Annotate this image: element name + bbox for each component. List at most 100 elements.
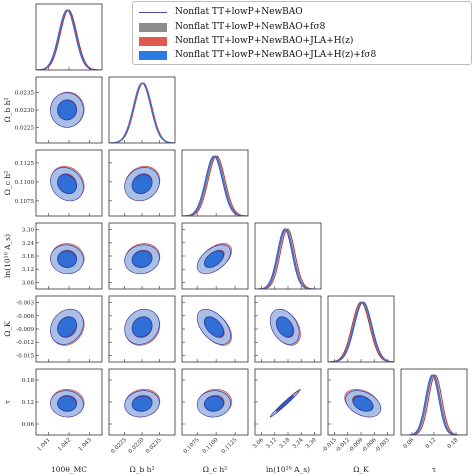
y-tick-label: 0.1100 bbox=[15, 180, 35, 186]
contour-line-outer bbox=[196, 390, 231, 418]
y-tick-label: 3.30 bbox=[22, 228, 35, 234]
y-tick-label: 3.06 bbox=[22, 280, 35, 286]
contour-line-inner bbox=[203, 250, 224, 269]
panel-2-1 bbox=[108, 149, 176, 217]
marginal-curve-1 bbox=[255, 228, 321, 289]
panel-frame bbox=[400, 368, 468, 436]
y-tick-label: -0.003 bbox=[16, 301, 34, 307]
marginal-curve-1 bbox=[182, 155, 248, 216]
panel-3-0 bbox=[35, 222, 103, 290]
legend: Nonflat TT+lowP+NewBAO Nonflat TT+lowP+N… bbox=[132, 1, 472, 65]
x-tick-label: 0.0235 bbox=[145, 437, 163, 455]
contour-line-outer bbox=[124, 390, 160, 418]
panel-1-0 bbox=[35, 76, 103, 144]
marginal-curve-0 bbox=[182, 155, 248, 216]
y-tick-label: 0.0230 bbox=[15, 108, 35, 114]
contour-line-outer bbox=[50, 308, 84, 345]
y-tick-label: 0.18 bbox=[22, 378, 35, 384]
panel-4-1 bbox=[108, 295, 176, 363]
marginal-curve-3 bbox=[182, 155, 248, 216]
x-tick-label: 0.1100 bbox=[202, 437, 220, 455]
marginal-curve-0 bbox=[255, 228, 321, 289]
panel-frame bbox=[181, 149, 249, 217]
panel-4-2 bbox=[181, 295, 249, 363]
marginal-curve-2 bbox=[328, 301, 394, 362]
contour-line-outer bbox=[124, 308, 160, 345]
y-tick-label: -0.015 bbox=[16, 353, 34, 359]
legend-swatch-blue bbox=[139, 50, 167, 60]
panel-5-3 bbox=[254, 368, 322, 436]
marginal-curve-2 bbox=[255, 228, 321, 289]
y-axis-label: ln(10¹⁰ A_s) bbox=[3, 234, 12, 278]
y-tick-label: 0.1075 bbox=[15, 199, 35, 205]
x-tick-label: 3.30 bbox=[305, 437, 318, 450]
marginal-curve-0 bbox=[109, 82, 175, 143]
contour-line-outer bbox=[50, 92, 84, 128]
panel-3-3 bbox=[254, 222, 322, 290]
contour-line-inner bbox=[57, 316, 77, 338]
contour-line-inner bbox=[57, 174, 77, 195]
panel-4-4 bbox=[327, 295, 395, 363]
panel-5-5 bbox=[400, 368, 468, 436]
panel-4-0 bbox=[35, 295, 103, 363]
marginal-curve-3 bbox=[36, 9, 102, 70]
legend-label: Nonflat TT+lowP+NewBAO bbox=[175, 7, 303, 17]
panel-3-2 bbox=[181, 222, 249, 290]
contour-line-inner bbox=[275, 316, 294, 338]
x-tick-label: 3.06 bbox=[252, 437, 265, 450]
contour-line-outer bbox=[124, 167, 160, 202]
contour-line-inner bbox=[131, 316, 153, 338]
y-tick-label: 3.24 bbox=[22, 241, 35, 247]
legend-label: Nonflat TT+lowP+NewBAO+JLA+H(z)+fσ8 bbox=[175, 50, 377, 60]
x-tick-label: 3.18 bbox=[279, 437, 292, 450]
x-axis-label: ln(10¹⁰ A_s) bbox=[266, 465, 310, 474]
y-tick-label: 0.06 bbox=[22, 422, 35, 428]
marginal-curve-3 bbox=[109, 82, 175, 143]
x-axis-label: Ω_c h² bbox=[203, 465, 227, 474]
panel-5-2 bbox=[181, 368, 249, 436]
x-tick-label: 0.06 bbox=[403, 437, 416, 450]
legend-entry-blue: Nonflat TT+lowP+NewBAO+JLA+H(z)+fσ8 bbox=[139, 48, 376, 62]
contour-line-outer bbox=[345, 390, 382, 418]
marginal-curve-1 bbox=[109, 82, 175, 143]
y-axis-label: Ω_b h² bbox=[3, 98, 12, 123]
y-tick-label: -0.012 bbox=[16, 340, 34, 346]
panel-frame bbox=[327, 295, 395, 363]
contour-line-inner bbox=[352, 395, 374, 412]
x-tick-label: 0.1075 bbox=[183, 437, 201, 455]
y-tick-label: 0.1125 bbox=[15, 161, 35, 167]
y-tick-label: 3.18 bbox=[22, 254, 35, 260]
x-tick-label: 0.1125 bbox=[221, 437, 239, 455]
marginal-curve-0 bbox=[36, 9, 102, 70]
x-tick-label: 0.0230 bbox=[128, 437, 146, 455]
marginal-curve-1 bbox=[36, 9, 102, 70]
panel-1-1 bbox=[108, 76, 176, 144]
panel-3-1 bbox=[108, 222, 176, 290]
contour-line-outer bbox=[50, 167, 84, 202]
contour-line-outer bbox=[196, 308, 231, 345]
y-tick-label: 0.0225 bbox=[15, 125, 35, 131]
x-axis-label: 100θ_MC bbox=[51, 465, 87, 474]
marginal-curve-2 bbox=[401, 374, 467, 435]
contour-line-inner bbox=[203, 316, 224, 338]
x-tick-label: 0.0225 bbox=[110, 437, 128, 455]
y-tick-label: 0.12 bbox=[22, 400, 34, 406]
x-tick-label: 1.042 bbox=[57, 437, 72, 452]
contour-line-outer bbox=[196, 244, 231, 275]
y-tick-label: -0.009 bbox=[16, 327, 34, 333]
panel-5-1 bbox=[108, 368, 176, 436]
x-axis-label: Ω_K bbox=[353, 465, 369, 474]
contour-line-outer bbox=[124, 244, 160, 275]
contour-line-inner bbox=[131, 174, 153, 195]
y-tick-label: -0.006 bbox=[16, 314, 34, 320]
contour-line-inner bbox=[57, 99, 77, 121]
panel-5-4 bbox=[327, 368, 395, 436]
panel-4-3 bbox=[254, 295, 322, 363]
legend-entry-line: Nonflat TT+lowP+NewBAO bbox=[139, 5, 303, 19]
contour-line-outer bbox=[50, 244, 84, 275]
contour-line-inner bbox=[57, 395, 77, 412]
legend-label: Nonflat TT+lowP+NewBAO+fσ8 bbox=[175, 22, 326, 32]
legend-swatch-red bbox=[139, 36, 167, 46]
panel-5-0 bbox=[35, 368, 103, 436]
